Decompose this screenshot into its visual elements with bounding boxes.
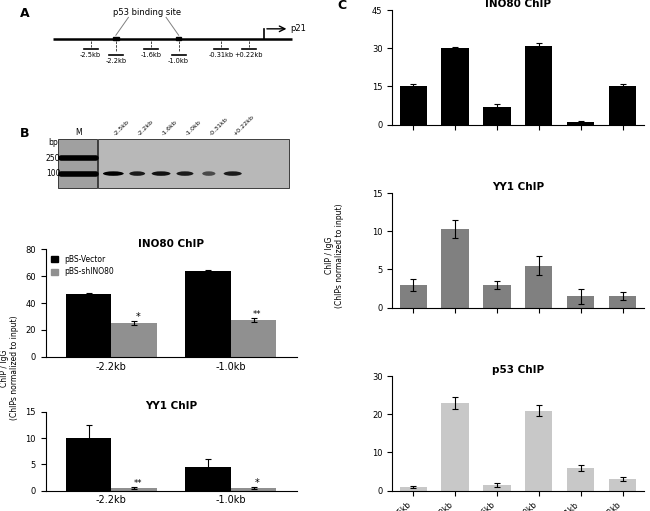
- Bar: [525, 266, 552, 308]
- Text: -1.6kb: -1.6kb: [140, 53, 162, 58]
- Text: -2.5kb: -2.5kb: [80, 53, 101, 58]
- Bar: [176, 37, 181, 40]
- Text: B: B: [20, 127, 30, 140]
- Ellipse shape: [151, 171, 170, 176]
- Text: -1.0kb: -1.0kb: [168, 58, 189, 64]
- Text: +0.22kb: +0.22kb: [233, 114, 255, 136]
- Title: YY1 ChIP: YY1 ChIP: [492, 182, 544, 193]
- Ellipse shape: [103, 171, 124, 176]
- Text: bp: bp: [48, 138, 58, 147]
- Text: -1.6kb: -1.6kb: [161, 119, 179, 136]
- Text: -2.5kb: -2.5kb: [113, 119, 131, 136]
- Ellipse shape: [129, 171, 145, 176]
- Bar: [185, 271, 231, 357]
- Bar: [441, 49, 469, 125]
- Bar: [609, 479, 636, 491]
- Bar: [66, 438, 111, 491]
- Title: p53 ChIP: p53 ChIP: [492, 365, 544, 376]
- Bar: [441, 229, 469, 308]
- Bar: [525, 410, 552, 491]
- Bar: [567, 468, 594, 491]
- Ellipse shape: [176, 171, 194, 176]
- Text: ChIP / IgG
(ChIPs normalized to input): ChIP / IgG (ChIPs normalized to input): [0, 316, 20, 420]
- Text: -2.2kb: -2.2kb: [137, 119, 155, 136]
- Bar: [484, 107, 510, 125]
- Ellipse shape: [202, 171, 215, 176]
- Text: 100: 100: [46, 169, 60, 178]
- Bar: [113, 37, 118, 40]
- Text: p21: p21: [291, 25, 306, 33]
- Text: ChIP / IgG
(ChIPs normalized to input): ChIP / IgG (ChIPs normalized to input): [325, 203, 344, 308]
- Bar: [567, 122, 594, 125]
- Text: -1.0kb: -1.0kb: [185, 119, 202, 136]
- Text: p53 binding site: p53 binding site: [113, 8, 181, 16]
- Text: -2.2kb: -2.2kb: [105, 58, 126, 64]
- Text: **: **: [253, 310, 261, 319]
- Legend: pBS-Vector, pBS-shINO80: pBS-Vector, pBS-shINO80: [49, 253, 116, 278]
- Bar: [111, 323, 157, 357]
- Bar: [441, 403, 469, 491]
- Text: C: C: [337, 0, 346, 12]
- Bar: [525, 46, 552, 125]
- Title: INO80 ChIP: INO80 ChIP: [485, 0, 551, 9]
- Text: **: **: [133, 479, 142, 489]
- Title: INO80 ChIP: INO80 ChIP: [138, 239, 204, 248]
- Bar: [484, 485, 510, 491]
- Ellipse shape: [224, 171, 242, 176]
- Bar: [484, 285, 510, 308]
- Bar: [400, 487, 427, 491]
- Text: *: *: [255, 478, 259, 489]
- Bar: [231, 488, 276, 491]
- Bar: [609, 296, 636, 308]
- Bar: [66, 294, 111, 357]
- Title: YY1 ChIP: YY1 ChIP: [145, 401, 197, 411]
- Bar: [400, 285, 427, 308]
- Bar: [58, 139, 97, 188]
- Bar: [400, 86, 427, 125]
- Bar: [567, 296, 594, 308]
- Text: 250: 250: [46, 154, 60, 162]
- Bar: [111, 488, 157, 491]
- Text: +0.22kb: +0.22kb: [235, 53, 263, 58]
- Bar: [185, 467, 231, 491]
- Text: -0.31kb: -0.31kb: [209, 53, 234, 58]
- Bar: [231, 320, 276, 357]
- Bar: [98, 139, 289, 188]
- Text: M: M: [75, 128, 81, 137]
- Text: -0.31kb: -0.31kb: [209, 116, 229, 136]
- Bar: [609, 86, 636, 125]
- Text: A: A: [20, 7, 30, 20]
- Text: *: *: [135, 312, 140, 322]
